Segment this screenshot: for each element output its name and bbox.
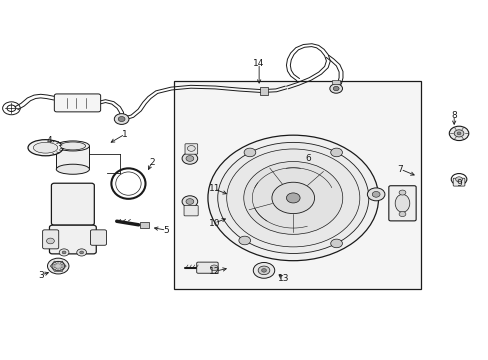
Circle shape xyxy=(329,84,342,93)
Text: 13: 13 xyxy=(277,274,289,283)
Circle shape xyxy=(210,265,218,271)
Circle shape xyxy=(182,153,197,164)
FancyBboxPatch shape xyxy=(388,186,415,221)
Bar xyxy=(260,87,267,95)
Circle shape xyxy=(455,177,462,182)
Ellipse shape xyxy=(60,142,85,150)
Circle shape xyxy=(207,135,378,261)
Ellipse shape xyxy=(28,140,63,156)
Circle shape xyxy=(371,192,379,197)
Ellipse shape xyxy=(56,164,89,174)
Circle shape xyxy=(330,239,342,248)
Bar xyxy=(174,81,420,289)
Text: 3: 3 xyxy=(38,270,44,279)
FancyBboxPatch shape xyxy=(54,94,101,112)
Circle shape xyxy=(217,143,368,253)
Circle shape xyxy=(114,114,129,125)
Circle shape xyxy=(47,258,69,274)
Circle shape xyxy=(185,199,193,204)
Text: 7: 7 xyxy=(397,165,403,174)
Circle shape xyxy=(271,182,314,213)
Text: 11: 11 xyxy=(208,184,220,193)
Ellipse shape xyxy=(56,141,89,151)
Circle shape xyxy=(448,126,468,140)
Circle shape xyxy=(453,130,463,137)
FancyBboxPatch shape xyxy=(452,178,464,186)
Text: 4: 4 xyxy=(46,136,52,145)
Circle shape xyxy=(187,145,195,151)
Text: 14: 14 xyxy=(253,59,264,68)
Text: 8: 8 xyxy=(450,111,456,120)
Circle shape xyxy=(286,193,300,203)
Circle shape xyxy=(261,269,266,272)
Circle shape xyxy=(330,148,342,157)
Circle shape xyxy=(226,149,359,247)
Ellipse shape xyxy=(33,142,58,153)
Text: 9: 9 xyxy=(455,179,461,188)
Text: 10: 10 xyxy=(208,219,220,228)
Bar xyxy=(140,222,149,228)
Circle shape xyxy=(244,162,342,234)
Bar xyxy=(56,146,89,169)
Circle shape xyxy=(59,249,69,256)
Text: 5: 5 xyxy=(163,226,169,235)
Circle shape xyxy=(46,238,54,244)
Circle shape xyxy=(244,148,255,157)
Circle shape xyxy=(238,236,250,245)
Circle shape xyxy=(456,132,460,135)
Circle shape xyxy=(398,212,405,217)
Circle shape xyxy=(185,156,193,161)
Bar xyxy=(331,80,339,84)
FancyBboxPatch shape xyxy=(183,206,198,216)
FancyBboxPatch shape xyxy=(90,230,106,245)
FancyBboxPatch shape xyxy=(196,262,218,273)
Ellipse shape xyxy=(394,194,409,212)
Circle shape xyxy=(62,251,66,254)
Text: 12: 12 xyxy=(208,267,220,276)
FancyBboxPatch shape xyxy=(42,230,59,249)
Circle shape xyxy=(253,262,274,278)
Circle shape xyxy=(398,190,405,195)
FancyBboxPatch shape xyxy=(51,183,94,225)
Circle shape xyxy=(366,188,384,201)
Circle shape xyxy=(332,86,338,91)
Circle shape xyxy=(80,251,83,254)
Circle shape xyxy=(258,266,269,275)
FancyBboxPatch shape xyxy=(49,225,96,254)
FancyBboxPatch shape xyxy=(184,144,197,154)
Circle shape xyxy=(52,261,64,271)
Circle shape xyxy=(182,196,197,207)
Circle shape xyxy=(77,249,86,256)
Text: 6: 6 xyxy=(305,154,310,163)
Text: 1: 1 xyxy=(122,130,128,139)
Circle shape xyxy=(118,117,125,122)
Text: 2: 2 xyxy=(149,158,154,167)
